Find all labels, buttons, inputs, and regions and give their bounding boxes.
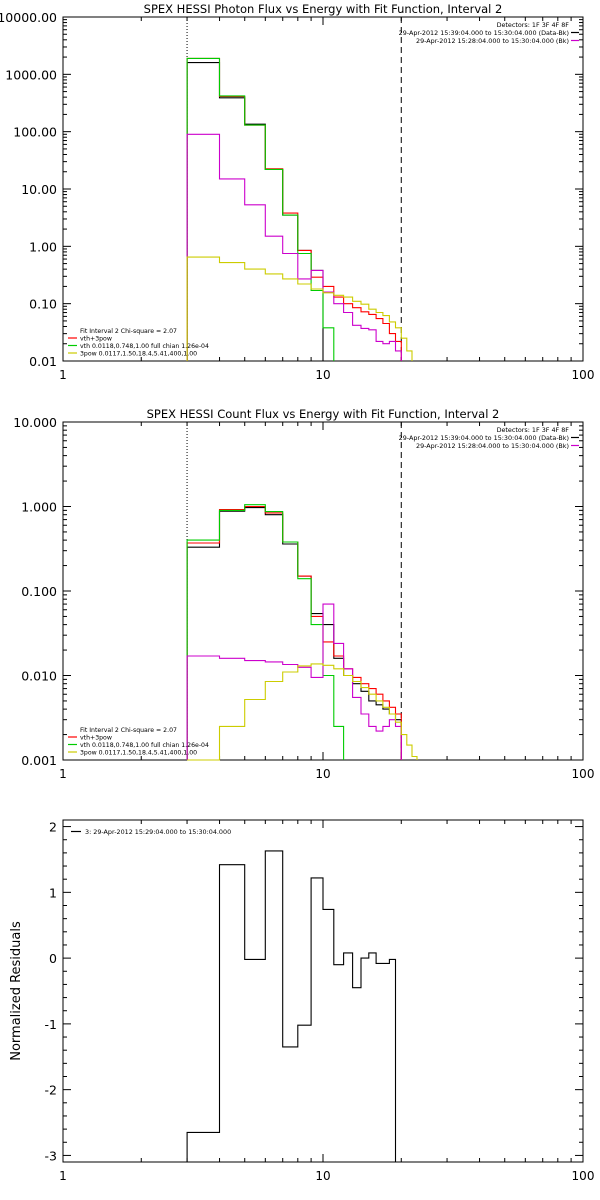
- x-tick-label: 100: [572, 1169, 595, 1183]
- series-line-2: [186, 505, 402, 760]
- plot-frame: [62, 819, 584, 1163]
- series-line-1: [186, 507, 402, 760]
- x-tick-label: 10: [315, 368, 330, 382]
- y-tick-label: -1: [45, 1017, 57, 1032]
- y-tick-label: 0.010: [21, 669, 57, 684]
- series-line-5: [186, 256, 413, 361]
- y-tick-label: 1.000: [21, 500, 57, 515]
- x-tick-label: 10: [315, 767, 330, 781]
- y-tick-label: 0.10: [29, 297, 57, 312]
- legend-fit-entry: vth 0.0118,0.748,1.00 full chian 1.26e-0…: [80, 343, 209, 350]
- x-tick-label: 10: [315, 1169, 330, 1183]
- legend-top-entry: 29-Apr-2012 15:28:04.000 to 15:30:04.000…: [416, 37, 569, 45]
- legend-fit-entry: vth+3pow: [80, 336, 112, 343]
- legend-top-entry: Detectors: 1F 3F 4F 8F: [497, 426, 570, 434]
- series-line-1: [186, 62, 324, 361]
- x-tick-label: 100: [572, 368, 595, 382]
- legend-fit-entry: vth+3pow: [80, 735, 112, 742]
- y-tick-label: 10.000: [13, 415, 57, 430]
- x-tick-label: 1: [59, 1169, 67, 1183]
- legend-fit-entry: Fit Interval 2 Chi-square = 2.07: [80, 727, 177, 734]
- chart-title: SPEX HESSI Count Flux vs Energy with Fit…: [147, 407, 500, 421]
- series-line-1: [186, 850, 402, 1163]
- y-tick-label: 1: [49, 885, 57, 900]
- legend-fit-entry: Fit Interval 2 Chi-square = 2.07: [80, 328, 177, 335]
- legend-entry: 3: 29-Apr-2012 15:29:04.000 to 15:30:04.…: [85, 828, 231, 836]
- y-tick-label: 0.001: [21, 753, 57, 768]
- x-tick-label: 1: [59, 767, 67, 781]
- plot-frame: [62, 421, 584, 761]
- y-tick-label: -2: [45, 1083, 57, 1098]
- y-tick-label: 0.100: [21, 584, 57, 599]
- y-tick-label: 10.00: [21, 182, 57, 197]
- y-axis-label: Normalized Residuals: [9, 921, 24, 1061]
- x-tick-label: 1: [59, 368, 67, 382]
- legend-top-entry: 29-Apr-2012 15:39:04.000 to 15:30:04.000…: [399, 434, 569, 442]
- legend-top-entry: 29-Apr-2012 15:39:04.000 to 15:30:04.000…: [399, 29, 569, 37]
- legend-fit-entry: 3pow 0.0117,1.50,18.4,5.41,400,1.00: [80, 351, 197, 358]
- series-line-5: [187, 663, 418, 761]
- series-line-3: [186, 504, 345, 760]
- legend-fit-entry: 3pow 0.0117,1.50,18.4,5.41,400,1.00: [80, 750, 197, 757]
- y-tick-label: 0: [49, 951, 57, 966]
- panel-3: Normalized Residuals 1 10 100 -3 -2 -1 0 1 2 3: 29…: [9, 819, 595, 1183]
- x-tick-label: 100: [572, 767, 595, 781]
- y-tick-label: 1000.00: [5, 67, 57, 82]
- y-tick-label: 100.00: [13, 125, 57, 140]
- series-line-4: [186, 603, 402, 760]
- y-tick-label: -3: [45, 1148, 57, 1163]
- y-tick-label: 0.01: [29, 354, 57, 369]
- panel-2: SPEX HESSI Count Flux vs Energy with Fit…: [13, 407, 594, 781]
- legend-top-entry: Detectors: 1F 3F 4F 8F: [497, 21, 570, 29]
- series-line-3: [186, 57, 335, 361]
- series-line-2: [186, 57, 402, 361]
- series-line-4: [186, 133, 402, 361]
- panel-1: SPEX HESSI Photon Flux vs Energy with Fi…: [0, 2, 594, 382]
- chart-title: SPEX HESSI Photon Flux vs Energy with Fi…: [144, 2, 503, 16]
- y-tick-label: 10000.00: [0, 10, 57, 25]
- legend-top-entry: 29-Apr-2012 15:28:04.000 to 15:30:04.000…: [416, 442, 569, 450]
- y-tick-label: 1.00: [29, 239, 57, 254]
- legend-fit-entry: vth 0.0118,0.748,1.00 full chian 1.26e-0…: [80, 742, 209, 749]
- y-tick-label: 2: [49, 820, 57, 835]
